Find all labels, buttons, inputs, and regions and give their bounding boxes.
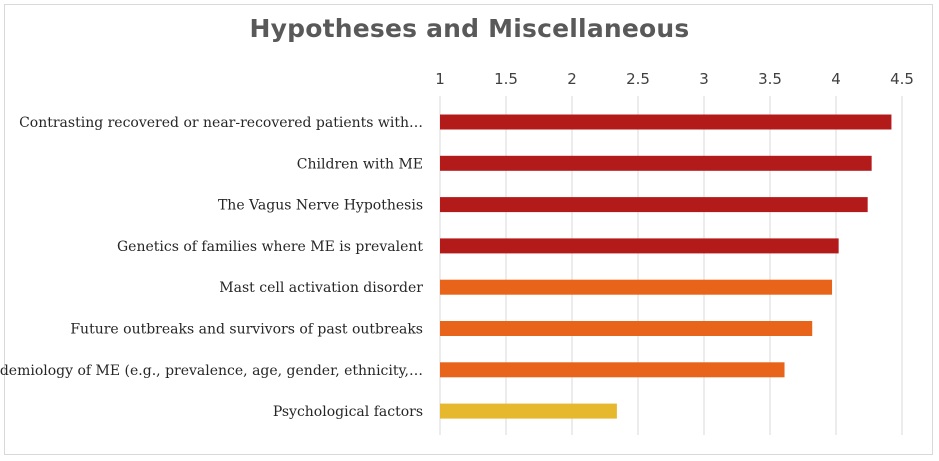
bar (440, 238, 839, 254)
bar (440, 362, 785, 378)
category-label: The Vagus Nerve Hypothesis (218, 198, 423, 214)
category-label: Contrasting recovered or near-recovered … (19, 115, 423, 131)
x-tick-label: 4.5 (890, 70, 914, 88)
category-label: Psychological factors (273, 404, 423, 420)
category-label: Genetics of families where ME is prevale… (117, 239, 423, 255)
x-tick-label: 2.5 (626, 70, 650, 88)
bar (440, 155, 872, 171)
x-tick-label: 1.5 (494, 70, 518, 88)
bar (440, 197, 868, 213)
bar (440, 321, 813, 336)
x-tick-label: 3 (699, 70, 709, 88)
x-tick-label: 3.5 (758, 70, 782, 88)
bar (440, 279, 833, 295)
category-label: Epidemiology of ME (e.g., prevalence, ag… (0, 363, 423, 379)
chart-frame (4, 4, 933, 455)
chart-title: Hypotheses and Miscellaneous (249, 14, 690, 43)
x-tick-label: 4 (831, 70, 841, 88)
bar (440, 114, 892, 130)
x-tick-label: 2 (567, 70, 577, 88)
x-tick-label: 1 (435, 70, 445, 88)
category-label: Future outbreaks and survivors of past o… (70, 322, 423, 338)
bar (440, 403, 617, 419)
category-label: Children with ME (297, 156, 423, 172)
category-label: Mast cell activation disorder (219, 280, 423, 296)
